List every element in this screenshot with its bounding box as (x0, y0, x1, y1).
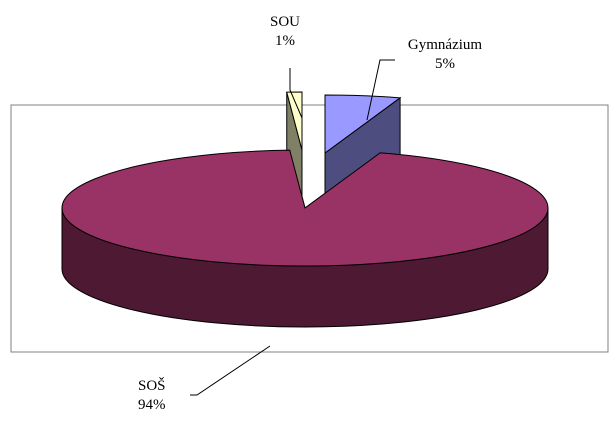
label-sou-percent: 1% (275, 33, 295, 49)
slice-gymnazium (324, 94, 402, 154)
leader-sos (190, 345, 271, 396)
label-sos-percent: 94% (138, 397, 166, 413)
slice-sou (286, 91, 303, 151)
label-sou-name: SOU (269, 14, 300, 30)
leader-gymnazium (366, 59, 395, 121)
label-gymnazium-percent: 5% (435, 56, 455, 72)
leader-sou (289, 68, 303, 119)
label-sos-name: SOŠ (138, 378, 166, 394)
plot-area-border (10, 104, 609, 353)
slice-sos (61, 149, 549, 267)
label-sou: SOU 1% (260, 13, 310, 51)
label-gymnazium-name: Gymnázium (407, 37, 483, 53)
label-sos: SOŠ 94% (138, 377, 194, 415)
label-gymnazium: Gymnázium 5% (390, 36, 500, 74)
